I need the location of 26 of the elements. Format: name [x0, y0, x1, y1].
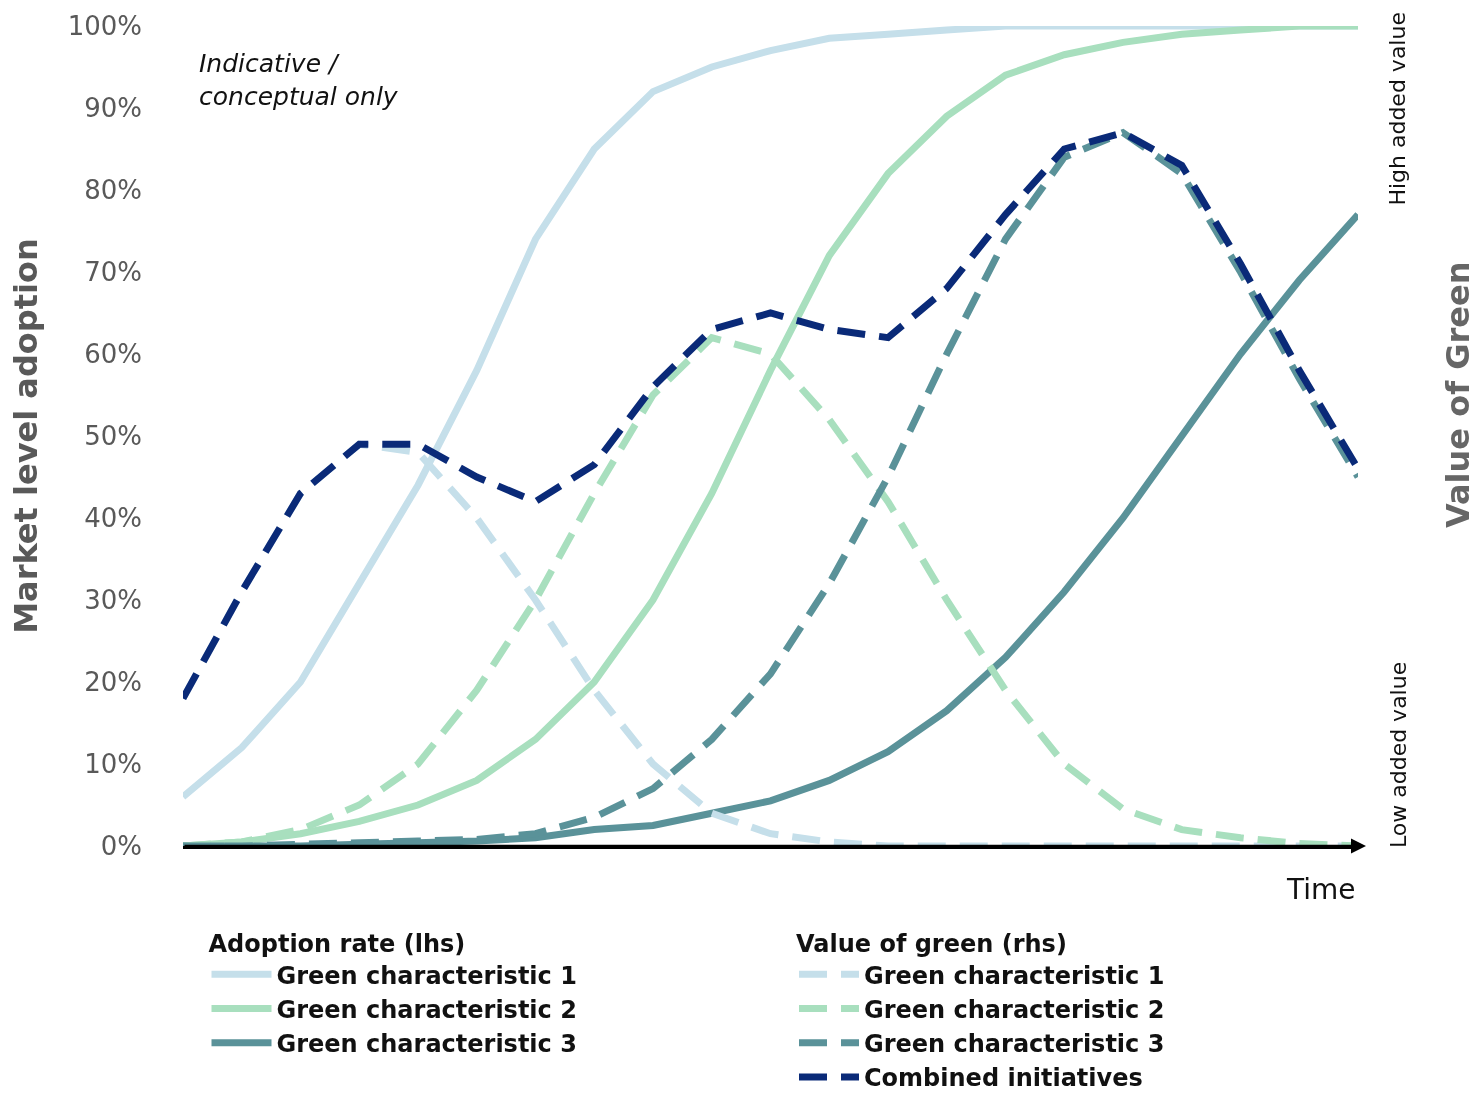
y-tick-label: 70% — [84, 257, 142, 288]
y-tick-label: 10% — [84, 749, 142, 780]
y-tick-label: 90% — [84, 93, 142, 124]
legend-label: Green characteristic 3 — [864, 1030, 1165, 1059]
y-tick-label: 30% — [84, 585, 142, 616]
text: Value of green (rhs) — [796, 930, 1067, 959]
x-axis-title: Time — [1286, 873, 1356, 906]
y-axis-title: Market level adoption — [6, 238, 45, 634]
legend-label: Combined initiatives — [864, 1064, 1143, 1093]
annotation: Indicative / conceptual only — [199, 49, 399, 111]
y-tick-label: 20% — [84, 667, 142, 698]
y-tick-label: 80% — [84, 175, 142, 206]
legend-label: Green characteristic 1 — [276, 961, 577, 990]
legend-label: Green characteristic 1 — [864, 961, 1165, 990]
text: Adoption rate (lhs) — [208, 930, 466, 959]
y-tick-label: 50% — [84, 421, 142, 452]
legend-label: Green characteristic 2 — [276, 995, 577, 1024]
text: Low added value — [1385, 661, 1411, 849]
legend-label: Green characteristic 3 — [276, 1030, 577, 1059]
legend-label: Green characteristic 2 — [864, 995, 1165, 1024]
text: High added value — [1385, 12, 1411, 206]
y-tick-label: 40% — [84, 503, 142, 534]
y-tick-label: 100% — [67, 11, 142, 42]
y-tick-label: 60% — [84, 339, 142, 370]
y2-axis-title: Value of Green — [1439, 261, 1477, 528]
y-tick-label: 0% — [100, 831, 142, 862]
